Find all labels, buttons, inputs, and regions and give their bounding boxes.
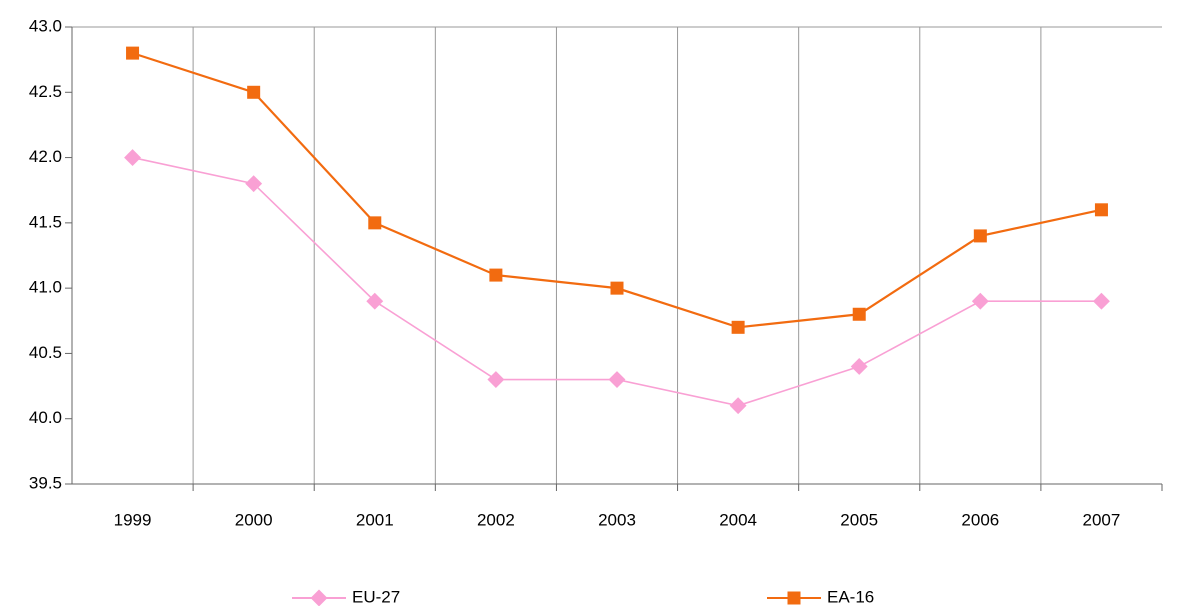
marker [489,268,503,282]
marker [971,292,989,310]
marker [850,358,868,375]
marker [368,216,382,230]
y-tick-label: 39.5 [29,473,62,492]
marker [245,175,263,193]
y-tick-label: 41.5 [29,212,62,231]
x-tick-label: 2007 [1083,510,1121,529]
marker [973,229,987,243]
y-tick-label: 40.5 [29,343,62,362]
y-tick-label: 43.0 [29,16,62,35]
marker [310,589,328,606]
marker [126,46,140,60]
x-tick-label: 2004 [719,510,757,529]
marker [852,307,866,321]
x-tick-label: 2000 [235,510,273,529]
legend-label: EU-27 [352,587,400,606]
x-tick-label: 2006 [961,510,999,529]
x-tick-label: 2005 [840,510,878,529]
legend-label: EA-16 [827,587,874,606]
y-tick-label: 42.0 [29,147,62,166]
marker [124,149,142,167]
marker [366,292,384,310]
marker [1092,292,1110,310]
x-tick-label: 1999 [114,510,152,529]
x-tick-label: 2003 [598,510,636,529]
marker [608,371,626,388]
x-tick-label: 2001 [356,510,394,529]
marker [1094,203,1108,217]
marker [610,281,624,295]
marker [731,320,745,334]
y-tick-label: 42.5 [29,82,62,101]
series-line [132,156,1102,407]
marker [247,85,261,99]
x-tick-label: 2002 [477,510,515,529]
y-tick-label: 40.0 [29,408,62,427]
marker [787,591,801,605]
y-tick-label: 41.0 [29,278,62,297]
marker [487,371,505,388]
marker [729,397,747,415]
